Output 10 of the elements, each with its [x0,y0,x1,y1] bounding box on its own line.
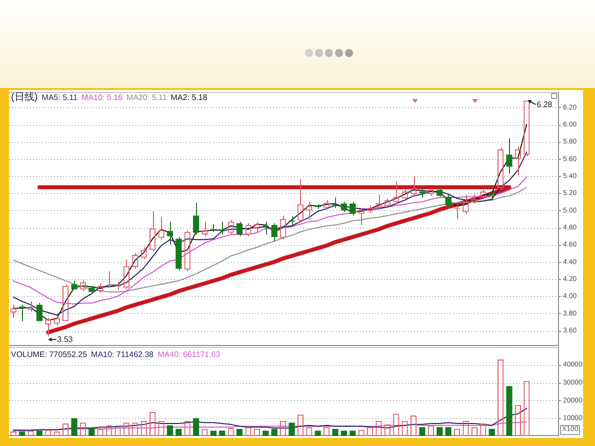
text: MA10: 5.16 [82,93,122,102]
text: MA5: 5.11 [42,93,78,102]
annotation: 3.53 [57,334,74,344]
text: MA20: 5.11 [126,93,167,102]
chart-title: VOLUME: 770552.25 [11,350,88,359]
text: MA10: 711462.38 [91,350,154,359]
text: MA40: 661171.63 [158,350,220,359]
chart-title: (日线) [11,92,38,103]
text: MA2: 5.18 [170,93,208,102]
text: 6.28 [536,100,553,109]
